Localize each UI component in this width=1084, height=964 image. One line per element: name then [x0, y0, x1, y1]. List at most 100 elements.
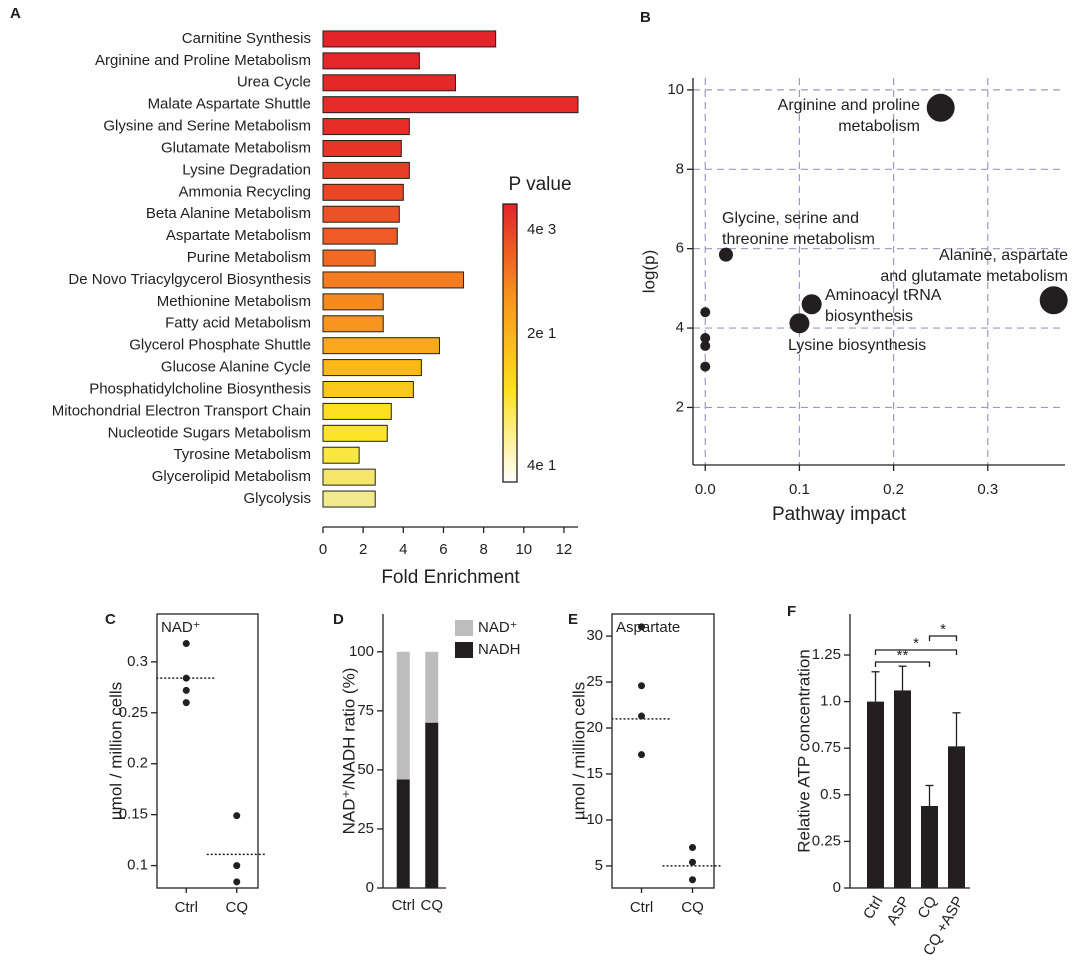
- x-tick-label: 0.0: [695, 481, 716, 498]
- x-tick-label: 0.1: [789, 481, 810, 498]
- x-tick-label: 0.3: [977, 481, 998, 498]
- significance-label: *: [940, 621, 946, 638]
- category-label: Malate Aspartate Shuttle: [148, 96, 311, 113]
- bar: [322, 359, 422, 377]
- annotation: Lysine biosynthesis: [788, 337, 926, 354]
- y-tick-label: 30: [586, 627, 603, 644]
- dot: [689, 858, 696, 866]
- category-label: De Novo Triacylgycerol Biosynthesis: [68, 271, 311, 288]
- bar: [322, 118, 410, 136]
- y-tick-label: 0.15: [119, 806, 148, 823]
- panel-letter: B: [640, 9, 651, 26]
- bar: [322, 52, 420, 70]
- dot: [689, 876, 696, 884]
- bar-segment: [425, 651, 439, 723]
- category-label: Aspartate Metabolism: [166, 227, 311, 244]
- x-tick-label: Ctrl: [630, 899, 653, 916]
- dot: [182, 699, 190, 707]
- y-tick-label: 6: [676, 240, 684, 257]
- bubble: [700, 361, 711, 372]
- dot: [233, 812, 241, 820]
- x-tick-label: Ctrl: [392, 897, 415, 914]
- category-label: Purine Metabolism: [187, 249, 311, 266]
- category-label: Carnitine Synthesis: [182, 30, 311, 47]
- y-tick-label: 0.3: [127, 653, 148, 670]
- y-axis-label: Relative ATP concentration: [794, 649, 813, 853]
- y-tick-label: 4: [676, 319, 684, 336]
- x-tick-label: 4: [399, 541, 407, 558]
- dot: [638, 623, 645, 631]
- bar: [322, 183, 404, 201]
- panel-letter: F: [787, 603, 796, 620]
- bar: [322, 490, 376, 508]
- colorbar: [502, 203, 518, 483]
- category-label: Ammonia Recycling: [178, 183, 311, 200]
- y-tick-label: 20: [586, 719, 603, 736]
- panel-letter: C: [105, 611, 116, 628]
- y-tick-label: 0.5: [820, 786, 841, 803]
- category-label: Beta Alanine Metabolism: [146, 205, 311, 222]
- x-tick-label: CQ: [226, 899, 249, 916]
- y-tick-label: 5: [595, 857, 603, 874]
- x-tick-label: CQ: [421, 897, 444, 914]
- annotation: Glycine, serine and: [722, 210, 859, 227]
- dot: [233, 862, 241, 870]
- y-tick-label: 1.25: [812, 646, 841, 663]
- y-tick-label: 50: [357, 761, 374, 778]
- bar: [322, 249, 376, 267]
- y-tick-label: 8: [676, 160, 684, 177]
- annotation: threonine metabolism: [722, 231, 875, 248]
- dot: [182, 640, 190, 648]
- significance-bracket: [874, 661, 931, 667]
- x-tick-label: ASP: [884, 893, 914, 927]
- y-tick-label: 0.1: [127, 857, 148, 874]
- bar: [322, 381, 414, 398]
- bar: [894, 690, 911, 888]
- colorbar-label: 4e 1: [527, 457, 556, 474]
- x-tick-label: Ctrl: [860, 893, 886, 922]
- panel-letter: E: [568, 611, 578, 628]
- dot: [689, 844, 696, 852]
- y-tick-label: 75: [357, 702, 374, 719]
- bar: [322, 468, 376, 486]
- y-tick-label: 2: [676, 398, 684, 415]
- x-tick-label: Ctrl: [175, 899, 198, 916]
- legend-label: NAD⁺: [478, 619, 518, 636]
- annotation: and glutamate metabolism: [880, 268, 1068, 285]
- x-axis-label: Pathway impact: [772, 504, 907, 525]
- bubble: [1039, 286, 1068, 315]
- bar: [322, 161, 410, 179]
- category-label: Glycerol Phosphate Shuttle: [129, 337, 311, 354]
- panel-title: Aspartate: [616, 619, 680, 636]
- bar: [322, 205, 400, 223]
- x-tick-label: 0: [319, 541, 327, 558]
- category-label: Glucose Alanine Cycle: [161, 359, 311, 376]
- y-tick-label: 1.0: [820, 693, 841, 710]
- dot: [638, 682, 645, 690]
- annotation: Aminoacyl tRNA: [825, 287, 942, 304]
- x-tick-label: CQ: [681, 899, 704, 916]
- colorbar-label: 4e 3: [527, 221, 556, 238]
- x-tick-label: 10: [515, 541, 532, 558]
- annotation: biosynthesis: [825, 308, 913, 325]
- category-label: Mitochondrial Electron Transport Chain: [52, 402, 311, 419]
- y-tick-label: 100: [349, 643, 374, 660]
- x-tick-label: 0.2: [883, 481, 904, 498]
- colorbar-title: P value: [508, 174, 571, 195]
- annotation: metabolism: [838, 118, 920, 135]
- x-tick-label: 6: [439, 541, 447, 558]
- significance-bracket: [874, 649, 958, 655]
- bar-segment: [425, 722, 439, 888]
- plot-frame: [156, 613, 259, 889]
- y-tick-label: 0.25: [119, 704, 148, 721]
- category-label: Nucleotide Sugars Metabolism: [108, 424, 311, 441]
- significance-bracket: [928, 635, 958, 641]
- bar: [322, 96, 579, 114]
- bar: [322, 315, 384, 333]
- dot: [638, 751, 645, 759]
- bubble: [700, 307, 711, 318]
- category-label: Tyrosine Metabolism: [173, 446, 311, 463]
- y-axis-label: log(p): [639, 250, 658, 293]
- bar: [322, 227, 398, 245]
- y-axis-label: NAD⁺/NADH ratio (%): [339, 668, 358, 835]
